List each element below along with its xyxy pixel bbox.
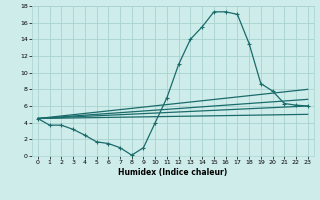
X-axis label: Humidex (Indice chaleur): Humidex (Indice chaleur) xyxy=(118,168,228,177)
